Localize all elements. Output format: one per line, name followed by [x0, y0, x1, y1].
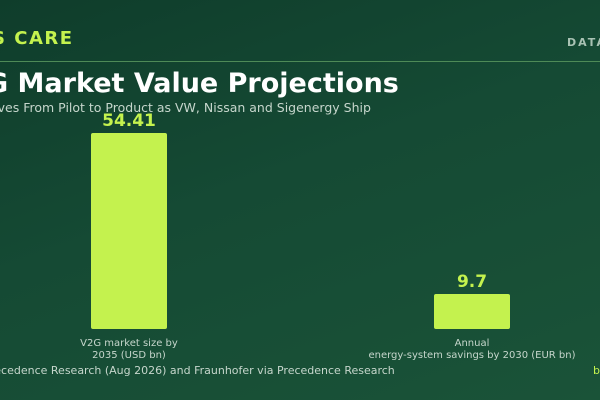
bar-2	[434, 294, 510, 329]
bar-value-label-2: 9.7	[457, 272, 487, 292]
category-label-2-line-1: Annual	[455, 338, 490, 349]
header-divider	[0, 61, 600, 62]
bar-value-label-1: 54.41	[102, 111, 156, 131]
source-note: recedence Research (Aug 2026) and Fraunh…	[0, 364, 395, 377]
chart-subtitle: aves From Pilot to Product as VW, Nissan…	[0, 100, 371, 115]
brand-logo-text: S CARE	[0, 28, 74, 49]
section-tag: DATA	[567, 36, 600, 49]
corner-link-text: b	[593, 364, 600, 377]
category-label-2-line-2: energy-system savings by 2030 (EUR bn)	[368, 350, 575, 361]
bar-1	[91, 133, 167, 329]
chart-title: G Market Value Projections	[0, 68, 399, 99]
category-label-1-line-2: 2035 (USD bn)	[92, 350, 166, 361]
category-label-1-line-1: V2G market size by	[80, 338, 178, 349]
